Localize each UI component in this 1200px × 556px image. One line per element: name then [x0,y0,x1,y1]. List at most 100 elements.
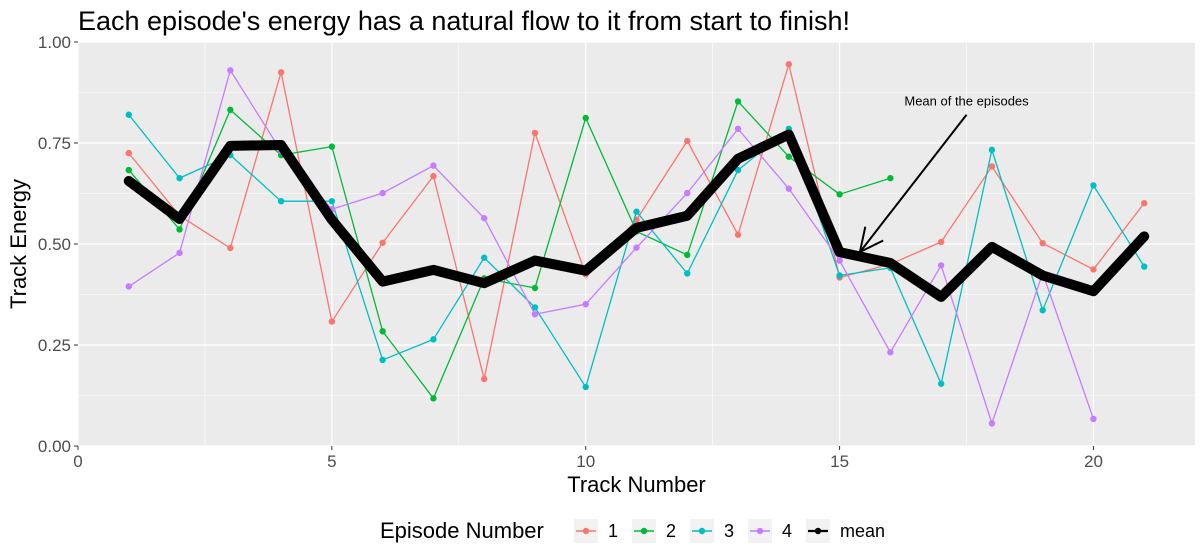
series-4 [125,67,1097,427]
data-point-4 [988,420,996,427]
legend-title: Episode Number [380,518,544,543]
data-point-4 [430,162,437,169]
data-point-1 [988,163,996,170]
annotation-layer: Mean of the episodes [858,94,1029,254]
data-point-3 [379,356,386,364]
annotation-text: Mean of the episodes [904,94,1029,109]
data-point-4 [531,311,539,318]
data-point-3 [1090,182,1097,189]
data-point-1 [430,172,437,180]
y-axis-title: Track Energy [6,179,31,309]
data-point-2 [531,284,539,292]
legend-item-3: 3 [690,519,734,543]
data-point-mean [683,212,691,220]
legend: Episode Number 1 2 3 4 mean [380,518,885,543]
legend-item-mean: mean [806,519,885,543]
y-tick-label: 0.00 [38,437,71,456]
data-point-3 [125,111,132,118]
data-point-3 [277,197,285,205]
data-point-1 [379,239,386,246]
data-point-2 [836,191,843,198]
grid-major [77,41,1195,447]
y-tick-label: 0.25 [38,336,71,355]
data-point-4 [785,185,793,192]
series-3 [125,111,1148,391]
data-point-4 [125,283,132,290]
data-point-4 [1090,415,1097,423]
data-point-3 [582,383,589,391]
data-point-1 [531,129,539,137]
x-tick-label: 5 [327,452,336,471]
data-point-1 [937,238,945,246]
data-point-4 [379,189,386,197]
axes-layer: 0 5 10 15 20 0.00 0.25 0.50 0.75 1.00 [38,33,1103,471]
data-point-mean [429,266,437,274]
data-point-4 [480,214,488,222]
data-point-mean [734,155,742,163]
legend-item-2: 2 [632,519,676,543]
data-point-mean [582,267,590,275]
series-layer [123,61,1150,427]
data-point-4 [734,125,742,133]
data-point-3 [176,174,183,182]
data-point-2 [176,226,183,233]
data-point-3 [684,270,691,277]
data-point-1 [734,231,742,238]
data-point-mean [531,257,539,265]
series-mean [123,129,1150,302]
data-point-3 [1039,307,1046,314]
data-point-4 [176,249,183,257]
data-point-2 [125,166,132,174]
legend-label: 4 [782,521,792,541]
data-point-mean [1140,232,1148,240]
legend-items: 1 2 3 4 mean [574,519,885,543]
data-point-mean [480,279,488,287]
legend-item-1: 1 [574,519,618,543]
data-point-2 [430,395,437,402]
data-point-1 [785,61,793,68]
legend-item-4: 4 [748,519,792,543]
data-point-1 [1039,239,1046,247]
data-point-1 [480,375,488,383]
legend-label: mean [840,521,885,541]
data-point-1 [684,137,691,145]
data-point-2 [328,143,336,150]
data-point-2 [379,328,386,335]
data-point-3 [633,208,640,215]
data-point-mean [785,131,793,139]
data-point-mean [633,224,640,232]
x-axis-title: Track Number [567,472,706,497]
data-point-3 [430,336,437,343]
data-point-3 [937,380,945,387]
legend-key-point [640,527,648,535]
data-point-mean [176,215,184,223]
data-point-mean [1039,272,1047,280]
data-point-mean [328,216,336,224]
legend-key-point [756,527,764,535]
data-point-3 [734,166,742,174]
y-tick-label: 0.50 [38,235,71,254]
data-point-3 [1141,263,1148,270]
data-point-mean [937,293,945,301]
data-point-mean [379,278,387,286]
data-point-4 [582,300,589,308]
data-point-2 [734,98,742,105]
data-point-1 [1141,199,1148,207]
data-point-3 [328,197,336,205]
data-point-mean [886,259,894,267]
data-point-3 [531,304,539,311]
data-point-4 [937,262,945,269]
annotation-arrowhead [858,226,884,254]
x-tick-label: 15 [830,452,849,471]
legend-label: 2 [666,521,676,541]
x-tick-label: 0 [73,452,82,471]
data-point-2 [684,251,691,259]
legend-key-point [582,527,590,535]
data-point-4 [836,257,843,264]
data-point-2 [227,106,234,114]
annotation-arrow [859,114,968,253]
data-point-3 [988,146,996,154]
data-point-4 [633,244,640,251]
data-point-4 [227,67,234,74]
